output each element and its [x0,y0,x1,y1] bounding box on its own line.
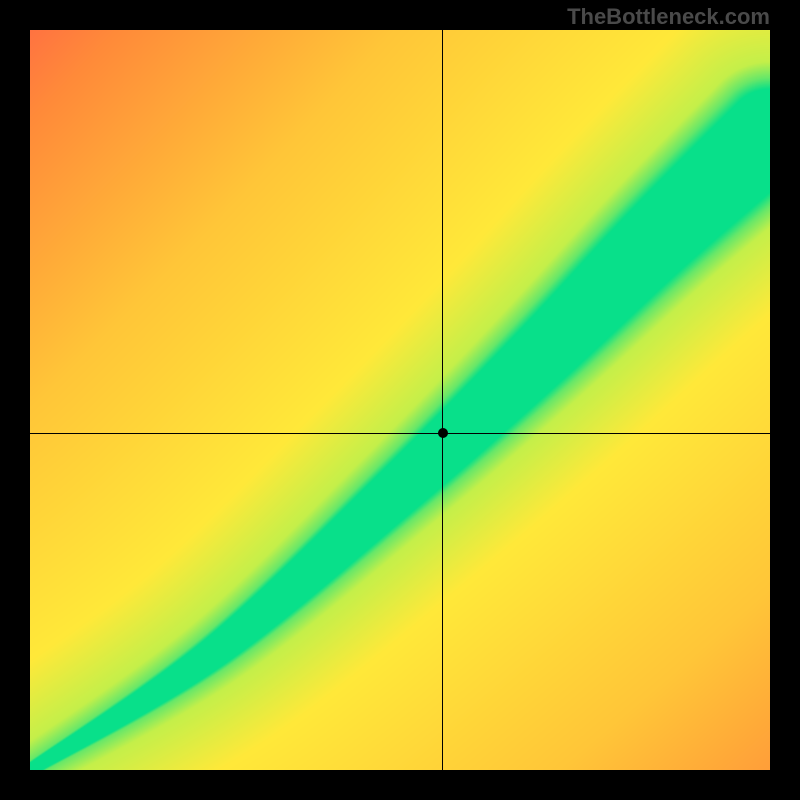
heatmap-canvas [30,30,770,770]
crosshair-marker [438,428,448,438]
crosshair-horizontal [30,433,770,434]
watermark-text: TheBottleneck.com [567,4,770,30]
plot-area [30,30,770,770]
chart-container: TheBottleneck.com [0,0,800,800]
crosshair-vertical [442,30,443,770]
